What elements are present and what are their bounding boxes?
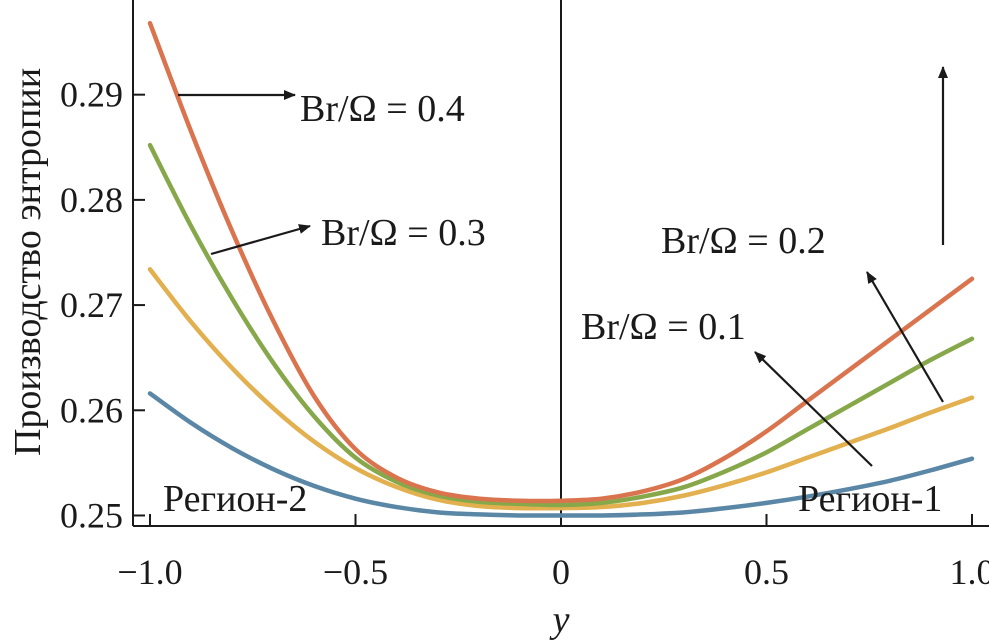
arrow-br-0.3 (210, 224, 311, 256)
series-line-4 (147, 20, 975, 504)
axes (132, 0, 989, 527)
region-2-label: Регион-2 (163, 478, 307, 520)
arrow-br-0.2 (866, 271, 944, 403)
series-line-2 (147, 267, 975, 511)
tick-label-group: −1.0 −0.5 0 0.5 1.0 0.25 0.26 0.27 0.28 0.29 (60, 75, 989, 592)
y-tick-label: 0.27 (60, 285, 123, 325)
series-line-3 (147, 142, 975, 508)
annotation-br-0.2: Br/Ω = 0.2 (661, 220, 826, 262)
y-tick-label: 0.28 (60, 180, 123, 220)
y-tick-label: 0.29 (60, 75, 123, 115)
x-tick-label: 0.5 (744, 552, 789, 592)
arrow-br-0.1 (754, 351, 873, 467)
annotation-br-0.4: Br/Ω = 0.4 (300, 88, 465, 130)
series-line-1 (147, 391, 975, 518)
x-tick-label: −0.5 (323, 552, 388, 592)
y-axis-title: Производство энтропии (7, 68, 49, 456)
x-tick-label: 0 (552, 552, 570, 592)
annotation-br-0.1: Br/Ω = 0.1 (581, 306, 746, 348)
x-tick-label: −1.0 (117, 552, 182, 592)
series-group (147, 20, 975, 518)
y-tick-label: 0.25 (60, 495, 123, 535)
tick-group (133, 93, 973, 526)
y-tick-label: 0.26 (60, 390, 123, 430)
x-tick-label: 1.0 (950, 552, 989, 592)
region-1-label: Регион-1 (798, 478, 942, 520)
x-axis-title: y (549, 599, 570, 641)
annotation-br-0.3: Br/Ω = 0.3 (321, 212, 486, 254)
